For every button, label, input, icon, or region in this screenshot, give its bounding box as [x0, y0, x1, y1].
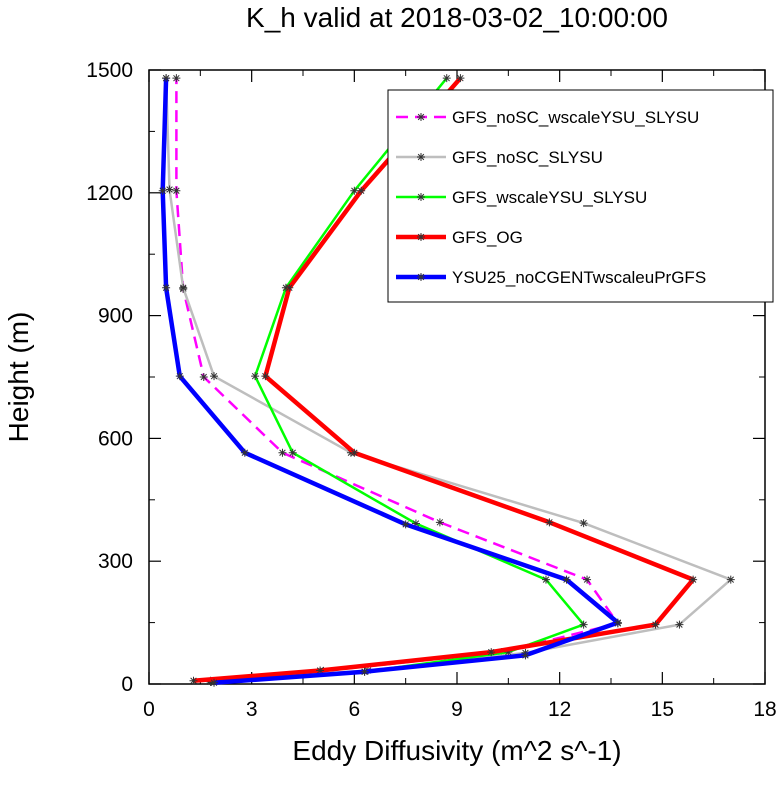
data-point — [158, 186, 167, 195]
x-tick-label: 3 — [246, 698, 258, 721]
data-point — [579, 620, 588, 629]
data-point — [172, 186, 181, 195]
legend-marker — [417, 233, 425, 241]
series-3 — [189, 74, 698, 685]
data-point — [179, 283, 188, 292]
x-tick-label: 15 — [651, 698, 674, 721]
data-point — [360, 667, 369, 676]
legend: GFS_noSC_wscaleYSU_SLYSU GFS_noSC_SLYSU GF… — [387, 89, 774, 303]
x-axis-label: Eddy Diffusivity (m^2 s^-1) — [292, 735, 621, 766]
data-point — [401, 520, 410, 529]
x-tick-label: 6 — [348, 698, 360, 721]
data-point — [435, 518, 444, 527]
y-tick-label: 300 — [98, 550, 133, 573]
data-point — [504, 648, 513, 657]
data-point — [613, 618, 622, 627]
data-point — [172, 74, 181, 83]
legend-marker — [417, 193, 425, 201]
x-tick-label: 0 — [143, 698, 155, 721]
y-axis-label: Height (m) — [3, 312, 34, 443]
data-point — [651, 620, 660, 629]
legend-marker — [417, 113, 425, 121]
data-point — [456, 74, 465, 83]
data-point — [675, 620, 684, 629]
legend-label: YSU25_noCGENTwscaleuPrGFS — [452, 268, 706, 287]
data-point — [210, 372, 219, 381]
data-point — [251, 372, 260, 381]
legend-label: GFS_noSC_SLYSU — [452, 148, 603, 167]
data-series — [158, 74, 735, 687]
legend-label: GFS_OG — [452, 228, 523, 247]
data-point — [411, 519, 420, 528]
chart-title: K_h valid at 2018-03-02_10:00:00 — [246, 2, 668, 33]
data-point — [579, 519, 588, 528]
data-point — [206, 677, 215, 686]
data-point — [162, 283, 171, 292]
data-point — [357, 186, 366, 195]
data-point — [175, 372, 184, 381]
legend-marker — [417, 153, 425, 161]
data-point — [261, 372, 270, 381]
legend-label: GFS_noSC_wscaleYSU_SLYSU — [452, 108, 699, 127]
axis-ticks: 0 3 6 9 12 15 18 0 300 600 900 1200 1500 — [86, 59, 776, 721]
data-point — [521, 651, 530, 660]
x-tick-label: 18 — [753, 698, 776, 721]
legend-marker — [417, 273, 425, 281]
legend-label: GFS_wscaleYSU_SLYSU — [452, 188, 647, 207]
data-point — [545, 518, 554, 527]
y-tick-label: 1500 — [86, 59, 133, 82]
data-point — [199, 373, 208, 381]
y-tick-label: 1200 — [86, 182, 133, 205]
y-tick-label: 600 — [98, 427, 133, 450]
data-point — [288, 448, 297, 457]
data-point — [165, 185, 174, 194]
data-point — [350, 448, 359, 457]
y-tick-label: 0 — [121, 673, 133, 696]
legend-box — [387, 89, 774, 303]
data-point — [583, 575, 592, 584]
x-tick-label: 9 — [451, 698, 463, 721]
data-point — [726, 575, 735, 584]
series-4 — [158, 74, 622, 687]
data-point — [350, 186, 359, 195]
data-point — [562, 575, 571, 584]
data-point — [189, 676, 198, 685]
y-tick-label: 900 — [98, 305, 133, 328]
data-point — [210, 678, 219, 687]
x-tick-label: 12 — [548, 698, 571, 721]
data-point — [487, 648, 496, 657]
data-point — [442, 74, 451, 83]
data-point — [316, 666, 325, 675]
data-point — [240, 448, 249, 457]
data-point — [689, 575, 698, 584]
data-point — [285, 283, 294, 292]
data-point — [541, 575, 550, 584]
data-point — [278, 448, 287, 457]
data-point — [162, 74, 171, 83]
